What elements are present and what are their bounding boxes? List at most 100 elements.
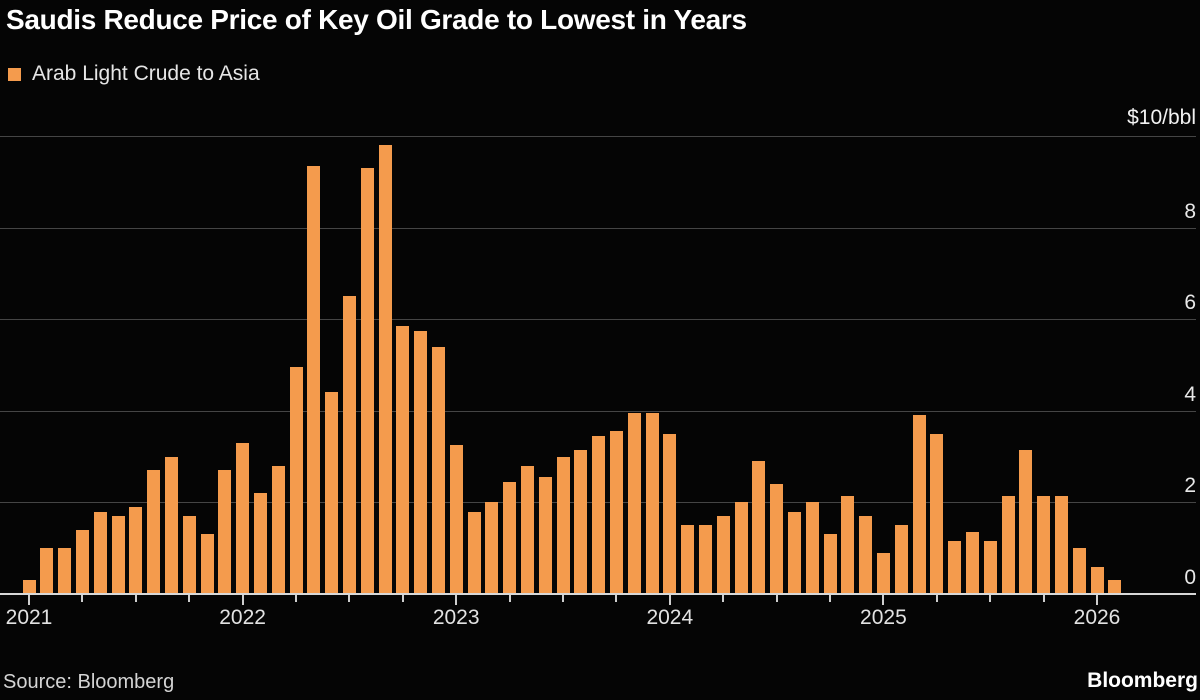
x-axis-year-label: 2024 [646, 606, 694, 629]
y-axis-tick-label: 4 [1184, 382, 1196, 406]
x-axis-year-label: 2026 [1073, 606, 1121, 629]
bar [271, 465, 285, 594]
y-axis-tick-label: 8 [1184, 199, 1196, 223]
bar [1090, 566, 1104, 594]
bar [342, 296, 356, 594]
bar [1108, 580, 1122, 594]
bar [663, 433, 677, 594]
bloomberg-logo: Bloomberg [1087, 669, 1198, 692]
y-axis-tick-label: 0 [1184, 566, 1196, 589]
gridline [0, 227, 1196, 229]
bar [467, 511, 481, 594]
bar [200, 534, 214, 594]
bar [129, 506, 143, 594]
bar [983, 541, 997, 594]
x-axis-minor-tick [935, 595, 938, 602]
bar [627, 413, 641, 594]
bar [592, 435, 606, 594]
bar [431, 346, 445, 594]
bar [948, 541, 962, 594]
bar [1037, 495, 1051, 594]
bar [414, 330, 428, 594]
bar [645, 413, 659, 594]
bar [752, 461, 766, 594]
x-axis-minor-tick [775, 595, 778, 602]
bar [1072, 548, 1086, 594]
bar [609, 431, 623, 594]
x-axis-minor-tick [562, 595, 564, 602]
bar [147, 470, 161, 594]
bar [40, 548, 54, 594]
legend-label: Arab Light Crude to Asia [32, 62, 260, 85]
bar [698, 525, 712, 594]
bar [253, 493, 267, 594]
x-axis-year-tick [668, 595, 671, 605]
gridline [0, 136, 1196, 137]
y-axis-unit-label: $10/bbl [1127, 106, 1196, 129]
bar [734, 502, 748, 594]
x-axis-minor-tick [722, 595, 725, 602]
bar [965, 532, 979, 594]
bar [164, 456, 178, 594]
x-axis-line [0, 593, 1196, 595]
bar [1001, 495, 1015, 594]
x-axis-minor-tick [295, 595, 297, 602]
gridline [0, 410, 1196, 412]
legend: Arab Light Crude to Asia [8, 62, 260, 86]
bar [93, 511, 107, 594]
bar [360, 168, 374, 594]
bar [503, 481, 517, 594]
x-axis-year-tick [455, 595, 458, 605]
x-axis-minor-tick [508, 595, 511, 602]
bar [930, 433, 944, 594]
bar [787, 511, 801, 594]
bar [75, 529, 89, 594]
bar [1019, 449, 1033, 594]
x-axis-year-tick [882, 595, 885, 605]
x-axis-year-tick [241, 595, 244, 605]
x-axis-minor-tick [989, 595, 992, 602]
bar [289, 367, 303, 594]
bar [912, 415, 926, 594]
bar [218, 470, 232, 594]
source-note: Source: Bloomberg [3, 671, 175, 693]
bar [841, 495, 855, 594]
bar [325, 392, 339, 594]
y-axis-tick-label: 2 [1184, 474, 1196, 498]
x-axis-year-label: 2025 [860, 606, 907, 629]
x-axis-year-label: 2022 [219, 606, 266, 629]
x-axis-minor-tick [81, 595, 84, 602]
bar [556, 456, 570, 594]
x-axis-minor-tick [134, 595, 137, 602]
bar [805, 502, 819, 594]
bar [396, 326, 410, 594]
x-axis-minor-tick [188, 595, 191, 602]
bar [574, 449, 588, 594]
x-axis-minor-tick [401, 595, 404, 602]
bar [538, 477, 552, 594]
bar [22, 580, 36, 594]
x-axis-minor-tick [1042, 595, 1045, 602]
bar [823, 534, 837, 594]
bar [876, 552, 890, 594]
bar [520, 465, 534, 594]
bar [58, 548, 72, 594]
x-axis-minor-tick [829, 595, 831, 602]
bar [681, 525, 695, 594]
x-axis-minor-tick [615, 595, 618, 602]
bar [378, 145, 392, 594]
chart-title: Saudis Reduce Price of Key Oil Grade to … [6, 4, 747, 35]
bar [307, 165, 321, 594]
bar [111, 516, 125, 594]
x-axis-year-label: 2023 [432, 606, 480, 629]
gridline [0, 319, 1196, 321]
bar [485, 502, 499, 594]
bar [182, 516, 196, 594]
bar [449, 445, 463, 594]
bar [894, 525, 908, 594]
bar [716, 516, 730, 594]
x-axis-year-tick [28, 595, 30, 605]
legend-swatch-icon [8, 67, 21, 81]
